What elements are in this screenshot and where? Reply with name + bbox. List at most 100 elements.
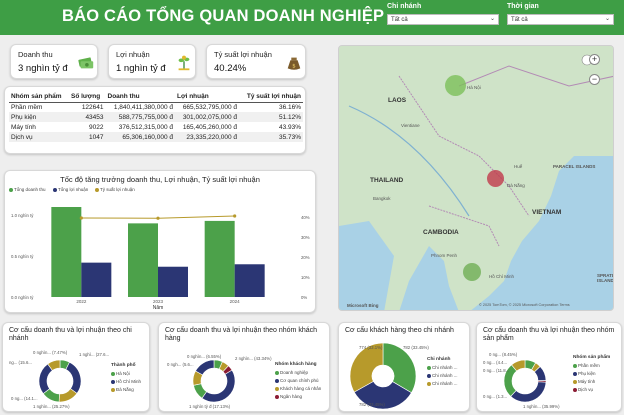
legend-label: Phụ kiện [578,371,596,376]
legend-dot [275,394,279,399]
table-cell: Phần mềm [11,103,43,111]
legend-item[interactable]: Chi nhánh ... [427,373,458,378]
donut-slice[interactable] [195,359,215,376]
branch-map[interactable]: LAOS THAILAND CAMBODIA VIETNAM PARACEL I… [338,45,614,311]
zoom-out-button[interactable]: − [589,74,600,85]
col-header[interactable]: Lợi nhuận [175,91,240,103]
legend-item[interactable]: Máy tính [573,379,595,384]
kpi-card-margin[interactable]: Tỷ suất lợi nhuận 40.24% $ [206,44,306,79]
legend-dot [573,363,577,368]
legend-item[interactable]: Khách hàng cá nhân [275,386,321,391]
legend-title: Nhóm sản phẩm [573,355,611,360]
legend-title: Chi nhánh [427,357,451,362]
x-tick-label: 2023 [153,299,164,304]
table-cell: 122641 [81,103,104,111]
donut-card-product-group: Cơ cấu doanh thu và lợi nhuận theo nhóm … [476,322,622,412]
map-bubble-hcm[interactable] [463,263,481,281]
bar-revenue[interactable] [204,220,235,297]
legend-item[interactable]: Hà Nội [111,371,130,376]
col-header[interactable]: Nhóm sản phẩm [9,91,70,103]
kpi-card-profit[interactable]: Lợi nhuận 1 nghìn tỷ đ [108,44,196,79]
legend-item[interactable]: Dịch vụ [573,387,593,392]
x-tick-label: 2024 [230,299,241,304]
kpi-card-revenue[interactable]: Doanh thu 3 nghìn tỷ đ [10,44,98,79]
map-city-label: Hà Nội [467,85,481,90]
table-cell: 9022 [89,123,104,131]
table-cell: 376,512,315,000 đ [118,123,173,131]
legend-margin[interactable]: Tỷ suất lợi nhuận [95,187,135,192]
legend-profit[interactable]: Tổng lợi nhuận [53,187,88,192]
legend-item[interactable]: Phần mềm [573,363,600,368]
col-header[interactable]: Tỷ suất lợi nhuận [239,91,303,103]
slice-label: 1 nghìn tỷ đ (17.13%) [189,404,231,409]
x-axis-label: Năm [153,305,164,311]
legend-item[interactable]: Đà Nẵng [111,387,134,392]
legend-revenue[interactable]: Tổng doanh thu [9,187,46,192]
map-country-label: LAOS [388,97,407,104]
donut-slice[interactable] [510,381,547,403]
map-city-label: Phnom Penh [431,253,458,258]
table-row[interactable]: Dịch vụ 1047 65,306,160,000 đ 23,335,220… [9,132,303,142]
legend-label: Khách hàng cá nhân [280,386,322,391]
table-row[interactable]: Phần mềm 122641 1,840,411,380,000 đ 665,… [9,102,303,112]
map-bubble-danang[interactable] [487,170,504,187]
legend-item[interactable]: Chi nhánh ... [427,381,458,386]
zoom-in-button[interactable]: + [589,54,600,65]
legend-item[interactable]: Hồ Chí Minh [111,379,141,384]
donut-slice[interactable] [201,369,236,403]
col-header[interactable]: Doanh thu [105,91,175,103]
donut-slice[interactable] [382,342,417,394]
money-bag-icon: $ [287,57,301,70]
slice-label: 0 ng... (1.3... [483,394,508,399]
legend-dot [111,371,115,376]
y2-tick-label: 20% [301,255,310,260]
growth-chart-plot: 1.0 nghìn tỷ 0.5 nghìn tỷ 0.0 nghìn tỷ 40% 3… [11,207,310,311]
bar-profit[interactable] [81,262,112,297]
time-filter-dropdown[interactable]: Tất cả ⌄ [507,14,614,25]
legend-item[interactable]: Ngân hàng [275,394,302,399]
legend-dot [427,373,431,378]
growth-chart-card: Tốc độ tăng trưởng doanh thu, Lợi nhuận,… [4,170,316,313]
donut-slice[interactable] [353,380,412,410]
legend-label: Hồ Chí Minh [116,379,142,384]
donut-chart [192,359,236,403]
legend-item[interactable]: Chi nhánh ... [427,365,458,370]
legend-item[interactable]: Cơ quan chính phủ [275,378,318,383]
bar-profit[interactable] [234,264,265,297]
legend-dot [275,378,279,383]
donut-slice[interactable] [65,361,82,394]
table-cell: 36.16% [278,103,301,111]
bar-revenue[interactable] [51,207,82,297]
legend-item[interactable]: Phụ kiện [573,371,596,376]
table-cell: Máy tính [11,123,36,131]
legend-label: Dịch vụ [578,387,594,392]
table-row[interactable]: Máy tính 9022 376,512,315,000 đ 165,405,… [9,122,303,132]
legend-dot [111,379,115,384]
donut-title: Cơ cấu doanh thu và lợi nhuận theo nhóm … [483,327,615,342]
margin-point[interactable] [79,216,83,220]
col-header[interactable]: Số lượng [69,91,106,103]
margin-point[interactable] [156,216,160,220]
page-title: BÁO CÁO TỔNG QUAN DOANH NGHIỆP [62,7,385,25]
y2-tick-label: 0% [301,295,307,300]
table-row[interactable]: Phụ kiện 43453 588,775,755,000 đ 301,002… [9,112,303,122]
bar-profit[interactable] [158,266,188,297]
legend-label: Đà Nẵng [116,387,134,392]
table-cell: 23,335,220,000 đ [175,132,240,142]
map-attribution[interactable]: © 2025 TomTom, © 2025 Microsoft Corporat… [479,303,570,307]
legend-label: Phần mềm [578,363,600,368]
donut-slice[interactable] [47,359,61,371]
donut-slice[interactable] [38,363,53,395]
header-bar: BÁO CÁO TỔNG QUAN DOANH NGHIỆP Chi nhánh… [0,0,624,35]
map-bubble-hanoi[interactable] [445,75,466,96]
donut-slice[interactable] [511,359,526,372]
branch-filter-dropdown[interactable]: Tất cả ⌄ [387,14,499,25]
legend-label: Cơ quan chính phủ [280,378,319,383]
bar-revenue[interactable] [128,223,158,297]
map-logo: Microsoft Bing [347,303,379,308]
slice-label: 0 nghìn... (6.55%) [187,354,222,359]
table-cell: 51.12% [239,112,303,122]
donut-slice[interactable] [349,342,384,393]
margin-point[interactable] [233,214,237,218]
legend-item[interactable]: Doanh nghiệp [275,370,308,375]
